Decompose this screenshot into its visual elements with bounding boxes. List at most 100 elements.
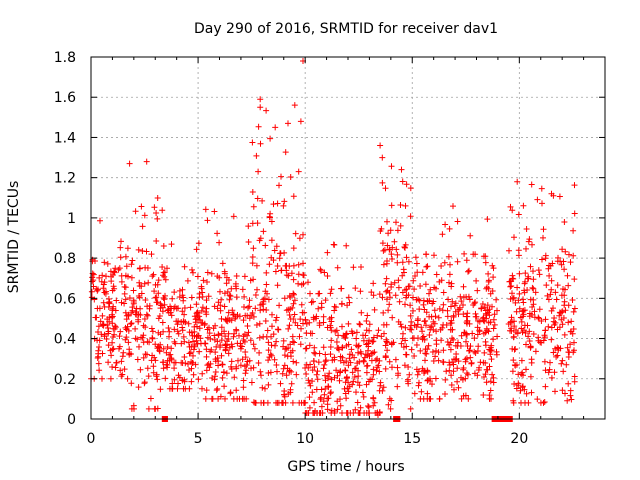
data-point <box>214 355 221 361</box>
data-point <box>228 285 235 292</box>
data-point <box>355 373 362 380</box>
data-point <box>186 385 193 392</box>
data-point <box>97 318 104 325</box>
data-point <box>571 210 578 217</box>
x-tick-label: 10 <box>296 431 314 447</box>
data-point <box>532 348 539 355</box>
data-point <box>335 332 342 339</box>
data-point <box>511 346 518 353</box>
data-point <box>399 289 406 296</box>
data-point <box>436 395 443 402</box>
data-point <box>146 302 153 309</box>
data-point <box>491 321 498 328</box>
data-point <box>328 286 335 293</box>
data-point <box>217 393 224 400</box>
data-point <box>135 318 142 325</box>
data-point <box>382 280 389 287</box>
data-point <box>454 258 461 265</box>
data-point <box>467 343 474 350</box>
data-point <box>473 277 480 284</box>
data-point <box>513 385 520 392</box>
y-tick-label: 1 <box>67 211 76 227</box>
data-point <box>228 366 235 372</box>
data-point <box>105 328 112 335</box>
data-point <box>118 373 125 380</box>
data-point <box>322 358 329 365</box>
data-point <box>397 222 404 229</box>
data-point <box>190 346 197 353</box>
data-point <box>257 96 264 103</box>
data-point <box>195 240 202 247</box>
data-point <box>327 351 334 358</box>
data-point <box>556 312 563 319</box>
data-point <box>565 380 572 387</box>
data-point <box>260 228 267 235</box>
data-point <box>245 329 252 336</box>
y-tick-label: 1.8 <box>54 50 76 66</box>
data-point <box>121 300 128 307</box>
data-point <box>558 360 565 367</box>
data-point <box>463 338 469 345</box>
data-point <box>109 305 116 312</box>
data-point <box>528 359 535 366</box>
data-point <box>141 212 148 219</box>
data-point <box>422 350 429 357</box>
data-point <box>341 385 348 392</box>
data-point <box>331 410 338 416</box>
data-point <box>407 312 414 319</box>
data-point <box>462 358 469 365</box>
data-point <box>309 378 316 385</box>
data-point <box>249 139 256 146</box>
data-point <box>250 203 257 210</box>
data-point <box>299 309 306 316</box>
data-point <box>280 202 287 209</box>
data-point <box>218 337 225 344</box>
data-point <box>214 338 221 345</box>
data-point <box>150 363 157 370</box>
data-point <box>378 225 385 232</box>
data-point <box>208 270 215 277</box>
data-point <box>274 282 281 289</box>
data-point <box>227 389 234 396</box>
data-point <box>494 307 500 314</box>
data-point <box>164 265 170 272</box>
data-point <box>237 362 244 369</box>
data-point <box>203 311 210 318</box>
data-point <box>440 358 446 365</box>
data-point <box>482 338 489 345</box>
data-point <box>375 327 382 334</box>
data-point <box>490 274 497 281</box>
data-point <box>313 371 320 378</box>
data-point <box>465 395 472 402</box>
data-point <box>454 218 461 225</box>
data-point <box>551 315 558 321</box>
data-point <box>546 366 553 373</box>
data-point <box>363 318 370 324</box>
data-point <box>276 255 283 262</box>
data-point <box>331 307 338 314</box>
data-point <box>475 317 481 324</box>
data-point <box>474 331 481 338</box>
data-point <box>457 293 464 300</box>
data-point <box>249 189 256 195</box>
data-point <box>470 302 477 308</box>
data-point <box>273 338 280 345</box>
data-point <box>96 344 102 350</box>
data-point <box>212 369 219 375</box>
data-point <box>98 331 105 338</box>
data-point <box>186 343 193 350</box>
data-point <box>135 293 142 299</box>
data-point <box>163 349 170 356</box>
data-point <box>336 377 343 384</box>
data-point <box>305 364 312 371</box>
data-point <box>489 371 496 378</box>
data-point <box>551 321 558 328</box>
data-point <box>511 234 517 241</box>
data-point <box>206 324 212 331</box>
data-point <box>295 271 302 278</box>
data-point <box>88 288 95 295</box>
data-point <box>290 276 297 283</box>
data-point <box>128 320 135 327</box>
data-point <box>305 279 311 286</box>
data-point <box>188 294 195 301</box>
